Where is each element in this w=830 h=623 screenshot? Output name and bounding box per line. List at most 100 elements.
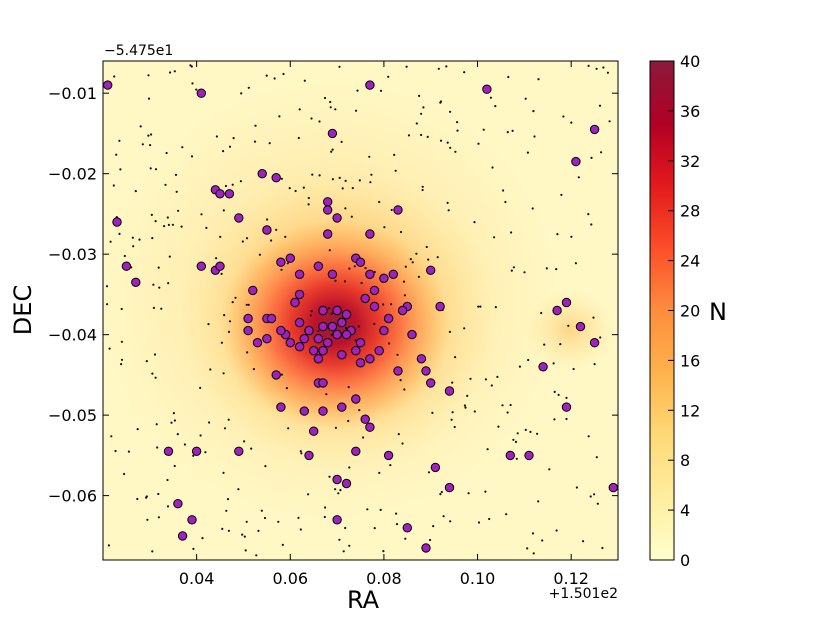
background-source-dot (592, 316, 595, 319)
background-source-dot (169, 71, 172, 74)
background-source-dot (106, 303, 109, 306)
cluster-members (103, 80, 618, 553)
background-source-dot (224, 184, 227, 188)
background-source-dot (208, 421, 211, 424)
background-source-dot (504, 200, 507, 204)
background-source-dot (344, 526, 347, 530)
background-source-dot (509, 403, 512, 407)
background-source-dot (110, 435, 113, 438)
background-source-dot (268, 142, 271, 145)
background-source-dot (425, 245, 428, 249)
x-tick-label: 0.08 (366, 569, 402, 588)
background-source-dot (482, 128, 485, 131)
scatter-point (561, 297, 572, 308)
background-source-dot (404, 537, 407, 540)
background-source-dot (334, 108, 337, 111)
scatter-point (187, 515, 197, 525)
background-source-dot (300, 452, 303, 455)
background-source-dot (515, 457, 518, 460)
scatter-point (294, 289, 305, 300)
background-source-dot (151, 237, 154, 240)
background-source-dot (516, 432, 519, 435)
background-source-dot (339, 489, 342, 492)
background-source-dot (456, 121, 459, 124)
background-source-dot (577, 176, 580, 179)
scatter-point (337, 317, 347, 328)
background-source-dot (150, 133, 153, 136)
background-source-dot (529, 430, 532, 433)
background-source-dot (205, 226, 208, 229)
background-source-dot (574, 262, 578, 265)
colorbar-tick-label: 32 (680, 152, 700, 171)
background-source-dot (250, 447, 253, 450)
y-axis-ticks: −0.01 −0.02 −0.03 −0.04 −0.05 −0.06 (48, 84, 618, 506)
x-axis-ticks: 0.04 0.06 0.08 0.10 0.12 (179, 61, 589, 588)
background-source-dot (536, 432, 539, 435)
background-source-dot (136, 497, 139, 501)
background-source-dot (356, 89, 359, 92)
background-source-dot (379, 508, 382, 511)
background-source-dot (343, 280, 346, 283)
background-source-dot (323, 96, 327, 100)
scatter-point (294, 317, 305, 328)
background-source-dot (484, 378, 487, 381)
x-tick-label: 0.06 (272, 569, 308, 588)
scatter-point (323, 205, 333, 215)
background-source-dot (166, 478, 169, 482)
background-source-dot (506, 411, 509, 414)
background-source-dot (537, 500, 540, 503)
background-source-dot (141, 143, 144, 146)
scatter-point (589, 338, 600, 348)
background-source-dot (596, 502, 599, 505)
background-source-dot (200, 213, 203, 216)
background-source-dot (328, 249, 331, 252)
background-source-dot (599, 336, 602, 339)
background-source-dot (565, 396, 568, 399)
background-source-dot (241, 240, 244, 243)
background-source-dot (331, 178, 334, 181)
background-source-dot (286, 262, 289, 265)
scatter-point (196, 261, 207, 271)
scatter-point (407, 329, 417, 340)
scatter-point (341, 478, 352, 489)
background-source-dot (154, 168, 158, 171)
scatter-point (393, 205, 403, 215)
background-source-dot (275, 228, 278, 231)
background-source-dot (467, 492, 470, 495)
background-source-dot (590, 156, 593, 159)
background-source-dot (399, 379, 402, 382)
background-source-dot (353, 265, 356, 268)
background-source-dot (318, 120, 321, 123)
scatter-point (365, 422, 375, 432)
background-source-dot (415, 122, 418, 125)
background-source-dot (466, 394, 469, 397)
background-source-dot (147, 134, 150, 137)
scatter-point (426, 265, 436, 275)
background-source-dot (307, 203, 310, 206)
background-source-dot (602, 66, 605, 69)
y-tick-label: −0.06 (48, 487, 97, 506)
background-source-dot (134, 190, 137, 193)
scatter-point (318, 378, 328, 388)
scatter-point (266, 313, 277, 324)
scatter-point (290, 297, 300, 308)
background-source-dot (147, 97, 151, 100)
background-source-dot (147, 74, 150, 77)
background-source-dot (341, 187, 344, 190)
background-source-dot (114, 449, 117, 453)
background-source-dot (207, 323, 210, 326)
background-source-dot (479, 305, 482, 308)
background-source-dot (265, 74, 268, 77)
scatter-point (416, 354, 427, 364)
background-source-dot (548, 468, 551, 471)
colorbar-tick-label: 40 (680, 52, 700, 71)
background-source-dot (156, 446, 159, 449)
scatter-point (355, 257, 366, 267)
background-source-dot (157, 516, 160, 519)
scatter-point (163, 446, 174, 456)
background-source-dot (222, 471, 225, 474)
background-source-dot (228, 145, 232, 148)
background-source-dot (113, 75, 116, 78)
background-source-dot (119, 168, 122, 171)
colorbar: 0 4 8 12 16 20 24 28 32 36 40 N (649, 52, 727, 570)
